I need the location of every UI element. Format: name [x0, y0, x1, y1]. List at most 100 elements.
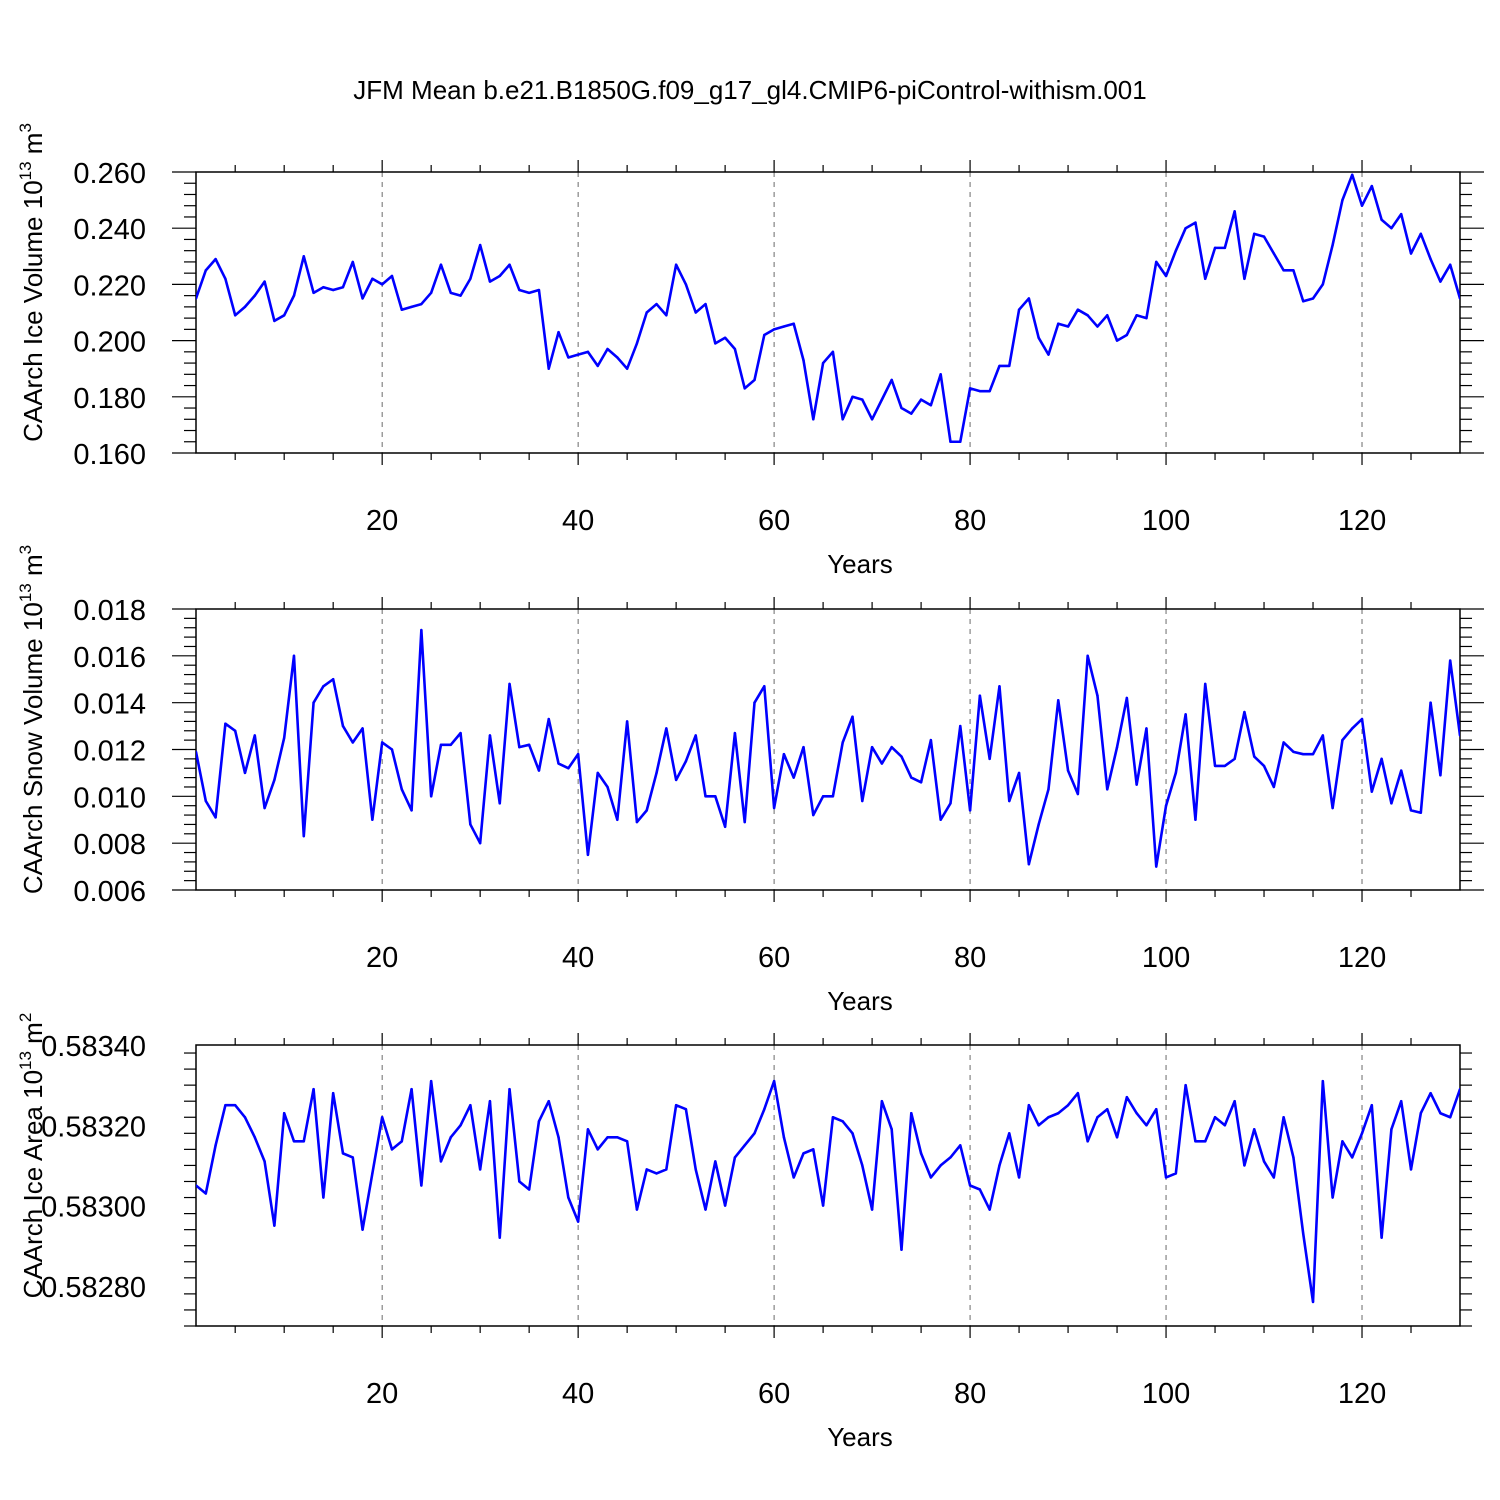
data-point [1400, 769, 1403, 772]
data-point [1076, 1091, 1080, 1095]
data-point [420, 1184, 423, 1187]
data-point [371, 277, 374, 280]
data-point [674, 1104, 678, 1107]
data-point [439, 743, 443, 747]
data-point [204, 269, 207, 272]
data-point [1292, 269, 1295, 272]
data-point [567, 356, 570, 359]
data-point [410, 809, 413, 812]
data-point [439, 1160, 443, 1163]
x-tick-label: 120 [1338, 1378, 1386, 1410]
data-point [870, 1208, 874, 1211]
data-point [812, 813, 815, 817]
y-tick-label: 0.014 [73, 689, 146, 721]
data-point [733, 731, 737, 735]
data-point [870, 745, 874, 749]
data-point [1174, 771, 1178, 775]
data-point [939, 373, 942, 376]
data-point [1458, 297, 1460, 300]
data-point [1017, 771, 1021, 775]
data-point [1047, 788, 1050, 791]
data-point [322, 286, 325, 289]
data-point [959, 440, 962, 443]
data-point [488, 280, 492, 283]
data-point [704, 795, 707, 798]
data-point [1321, 734, 1325, 737]
data-point [1390, 227, 1393, 230]
data-point [841, 741, 844, 744]
data-point [645, 311, 648, 314]
data-point [949, 440, 952, 443]
data-point [772, 1079, 776, 1083]
data-point [351, 1156, 354, 1159]
data-point [1449, 1116, 1452, 1119]
data-point [292, 1140, 296, 1143]
data-point [674, 263, 678, 266]
data-point [1253, 1128, 1256, 1131]
data-point [1204, 277, 1207, 280]
y-axis-title-unit: m [18, 554, 48, 583]
data-point [1106, 1108, 1109, 1111]
data-point [1184, 713, 1187, 716]
plot-frame [195, 171, 1461, 454]
data-point [861, 398, 864, 401]
data-point [429, 1079, 433, 1083]
data-point [812, 418, 815, 421]
data-point [459, 294, 462, 297]
data-point [1008, 364, 1011, 368]
data-point [1233, 210, 1236, 213]
data-point [1262, 1160, 1266, 1163]
x-axis-title: Years [827, 1422, 893, 1452]
data-point [1370, 1104, 1374, 1107]
data-point [596, 364, 599, 368]
data-point [322, 1196, 325, 1199]
data-point [1419, 1112, 1423, 1115]
data-point [714, 795, 717, 798]
data-point [537, 288, 541, 292]
data-point [1086, 654, 1089, 658]
x-axis-title: Years [827, 549, 893, 579]
data-point [557, 330, 560, 334]
data-point [1429, 701, 1432, 704]
data-point [449, 291, 452, 295]
x-tick-label: 40 [562, 942, 594, 974]
x-tick-label: 20 [366, 1378, 398, 1410]
data-point [694, 1168, 697, 1171]
data-point [694, 734, 697, 737]
data-point [292, 294, 296, 297]
data-point [1243, 1164, 1246, 1167]
data-point [263, 806, 266, 810]
data-point [263, 280, 266, 283]
data-point [1282, 1116, 1285, 1119]
data-point [1223, 764, 1227, 768]
data-point [1017, 1176, 1021, 1179]
data-point [968, 387, 972, 390]
x-tick-label: 40 [562, 505, 594, 537]
data-point [498, 274, 501, 278]
data-point [253, 1136, 256, 1139]
data-point [1262, 235, 1266, 238]
data-point [1272, 252, 1276, 255]
data-point [1047, 1116, 1050, 1119]
data-point [831, 1116, 835, 1119]
data-point [547, 367, 550, 370]
data-point [1311, 297, 1315, 300]
y-axis-title-main: CAArch Ice Volume 10 [18, 180, 48, 442]
data-point [812, 1148, 815, 1151]
y-axis-title-exp: 13 [16, 583, 35, 602]
data-point [1213, 764, 1217, 768]
data-point [792, 1176, 795, 1179]
data-point [1174, 1172, 1178, 1175]
data-point [723, 1204, 727, 1207]
data-point [880, 762, 884, 765]
data-point [1066, 325, 1070, 328]
data-point [459, 731, 462, 735]
data-point [1184, 1083, 1187, 1087]
data-point [1057, 1112, 1060, 1115]
data-point [978, 1188, 982, 1191]
y-axis-title-unit-exp: 3 [16, 545, 35, 554]
data-point [743, 1144, 746, 1147]
data-point [1164, 274, 1168, 278]
data-point [341, 286, 345, 289]
data-point [1008, 799, 1011, 803]
